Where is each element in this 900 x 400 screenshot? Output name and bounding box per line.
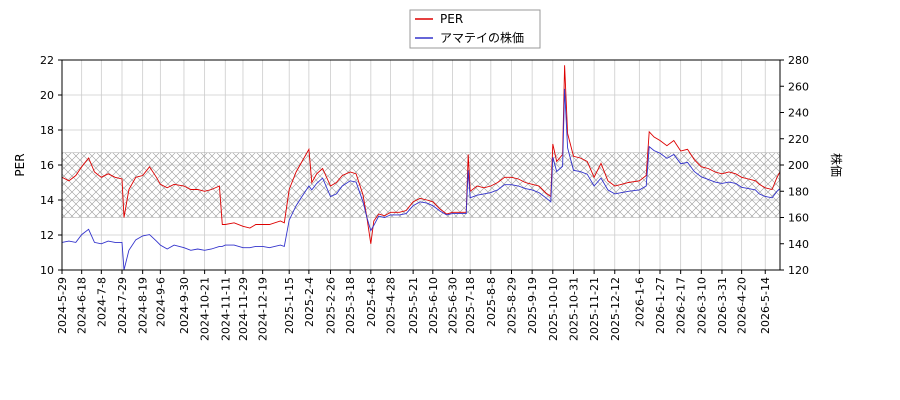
x-tick-label-2: 2024-7-8 [95, 277, 108, 327]
x-tick-label-11: 2025-1-15 [283, 277, 296, 334]
x-tick-label-9: 2024-11-29 [237, 277, 250, 341]
left-tick-label-1: 12 [40, 229, 54, 242]
right-tick-label-4: 200 [788, 159, 809, 172]
x-tick-label-22: 2025-8-29 [505, 277, 518, 334]
left-tick-label-4: 18 [40, 124, 54, 137]
right-tick-label-2: 160 [788, 212, 809, 225]
right-tick-label-3: 180 [788, 185, 809, 198]
x-tick-label-21: 2025-8-8 [485, 277, 498, 327]
left-tick-label-2: 14 [40, 194, 54, 207]
x-tick-label-32: 2026-3-31 [716, 277, 729, 334]
x-tick-label-29: 2026-1-27 [654, 277, 667, 334]
x-tick-label-6: 2024-9-30 [178, 277, 191, 334]
x-tick-label-18: 2025-6-10 [427, 277, 440, 334]
right-axis: 120 140 160 180 200 220 240 260 280 [780, 54, 809, 277]
legend: PER アマテイの株価 [409, 9, 541, 49]
x-tick-label-3: 2024-7-29 [116, 277, 129, 334]
x-tick-label-7: 2024-10-21 [199, 277, 212, 341]
left-tick-label-6: 22 [40, 54, 54, 67]
right-tick-label-8: 280 [788, 54, 809, 67]
x-tick-label-12: 2025-2-4 [303, 277, 316, 327]
x-tick-label-4: 2024-8-19 [137, 277, 150, 334]
legend-label-per: PER [440, 12, 463, 26]
right-tick-label-5: 220 [788, 133, 809, 146]
x-tick-label-15: 2025-4-8 [365, 277, 378, 327]
range-band [61, 152, 781, 218]
legend-box [409, 9, 541, 49]
x-tick-label-23: 2025-9-19 [526, 277, 539, 334]
legend-label-stock: アマテイの株価 [440, 30, 524, 45]
right-tick-label-0: 120 [788, 264, 809, 277]
x-axis: 2024-5-29 2024-6-18 2024-7-8 2024-7-29 2024-… [56, 270, 772, 341]
x-tick-label-25: 2025-10-31 [567, 277, 580, 341]
x-tick-label-13: 2025-2-26 [325, 277, 338, 334]
stock-price-line [62, 88, 780, 270]
x-tick-label-10: 2024-12-19 [257, 277, 270, 341]
series-layer [62, 65, 780, 270]
right-tick-label-6: 240 [788, 107, 809, 120]
x-tick-label-5: 2024-9-6 [154, 277, 167, 327]
x-tick-label-26: 2025-11-21 [588, 277, 601, 341]
left-tick-label-0: 10 [40, 264, 54, 277]
left-tick-label-3: 16 [40, 159, 54, 172]
x-tick-label-14: 2025-3-18 [344, 277, 357, 334]
x-tick-label-24: 2025-10-10 [547, 277, 560, 341]
x-tick-label-27: 2025-12-12 [609, 277, 622, 341]
x-tick-label-17: 2025-5-21 [407, 277, 420, 334]
right-axis-title: 株価 [829, 153, 844, 177]
left-tick-label-5: 20 [40, 89, 54, 102]
left-axis-title: PER [13, 153, 27, 176]
x-tick-label-19: 2025-6-30 [446, 277, 459, 334]
x-tick-label-31: 2026-3-10 [695, 277, 708, 334]
x-tick-label-20: 2025-7-18 [464, 277, 477, 334]
x-tick-label-1: 2024-6-18 [76, 277, 89, 334]
x-tick-label-16: 2025-4-28 [385, 277, 398, 334]
left-axis: 10 12 14 16 18 20 22 [40, 54, 62, 277]
x-tick-label-34: 2026-5-14 [759, 277, 772, 334]
x-tick-label-8: 2024-11-11 [219, 277, 232, 341]
x-tick-label-0: 2024-5-29 [56, 277, 69, 334]
x-tick-label-28: 2026-1-6 [633, 277, 646, 327]
per-line [62, 65, 780, 244]
right-tick-label-1: 140 [788, 238, 809, 251]
right-tick-label-7: 260 [788, 80, 809, 93]
x-tick-label-30: 2026-2-17 [675, 277, 688, 334]
x-tick-label-33: 2026-4-20 [736, 277, 749, 334]
